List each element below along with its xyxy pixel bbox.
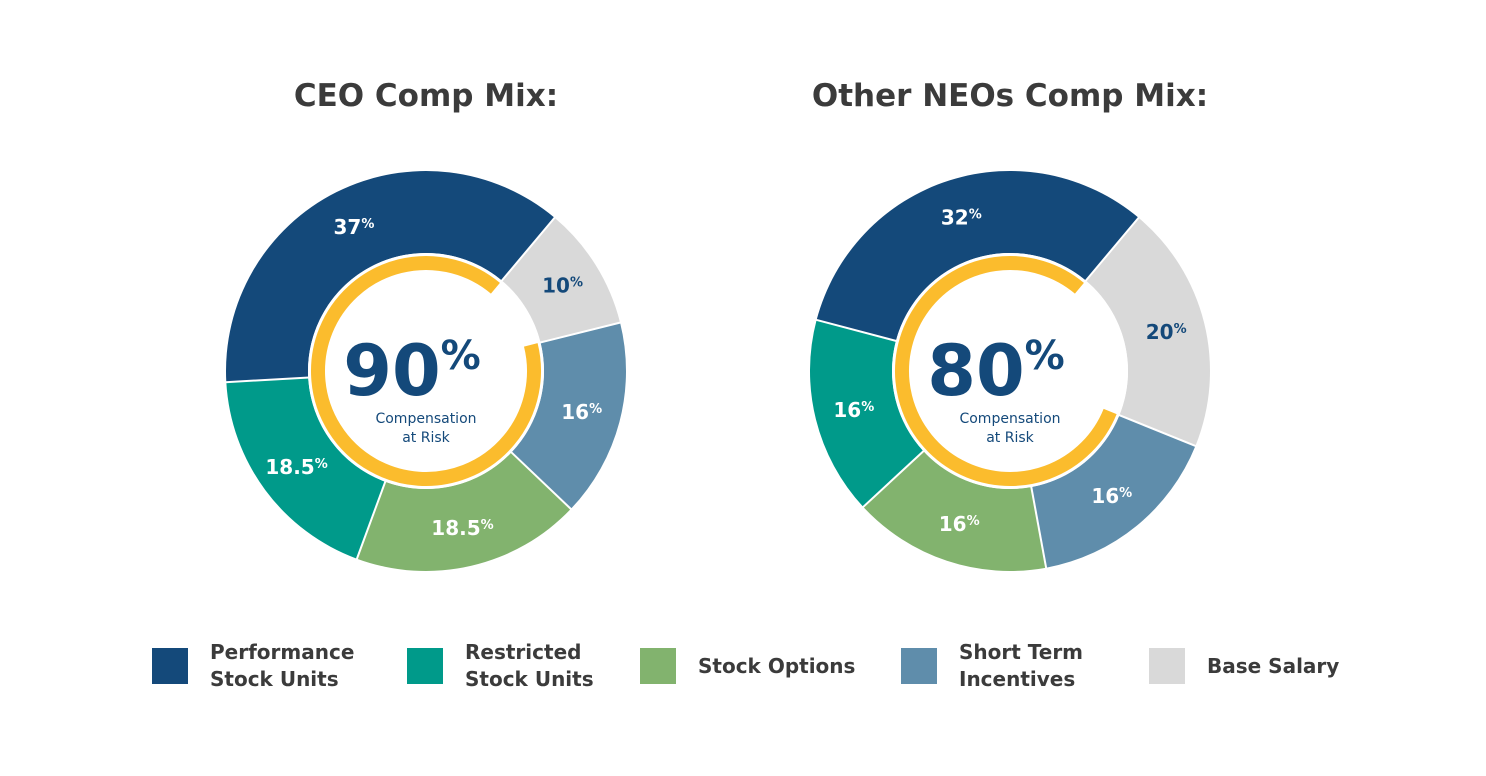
at-risk-label-line2: at Risk	[986, 430, 1034, 446]
slice-label-stock-options: 16%	[939, 512, 980, 536]
slice-label-short-term-incentives: 16%	[561, 400, 602, 424]
slice-restricted-stock-units	[810, 319, 924, 507]
legend-item-performance-stock-units: Performance Stock Units	[152, 636, 354, 696]
at-risk-label-line1: Compensation	[375, 411, 476, 427]
slice-label-restricted-stock-units: 18.5%	[265, 455, 327, 479]
at-risk-value: 90%	[343, 330, 481, 412]
legend-label-base-salary: Base Salary	[1207, 653, 1340, 678]
legend-label-short-term-incentives: Short Term Incentives	[959, 640, 1084, 691]
slice-label-performance-stock-units: 37%	[333, 215, 374, 239]
slice-separator	[539, 321, 622, 344]
slice-separator	[500, 216, 556, 283]
slice-label-base-salary: 10%	[542, 274, 583, 298]
legend-item-short-term-incentives: Short Term Incentives	[901, 636, 1083, 696]
slice-base-salary	[1085, 217, 1210, 446]
legend-item-stock-options: Stock Options	[640, 636, 855, 696]
slice-label-restricted-stock-units: 16%	[833, 398, 874, 422]
slice-label-base-salary: 20%	[1146, 320, 1187, 344]
center-disc	[308, 253, 544, 489]
legend-swatch-short-term-incentives	[901, 648, 937, 684]
legend-swatch-stock-options	[640, 648, 676, 684]
legend-swatch-performance-stock-units	[152, 648, 188, 684]
chart-legend: Performance Stock Units Restricted Stock…	[152, 636, 1372, 696]
legend-swatch-restricted-stock-units	[407, 648, 443, 684]
at-risk-ring	[895, 256, 1117, 486]
slice-separator	[510, 450, 573, 511]
slice-short-term-incentives	[1031, 415, 1196, 568]
ceo-comp-mix-donut: 10% 16% 18.5% 18.5% 37% 90%Compensation at Ris…	[225, 171, 626, 571]
legend-item-restricted-stock-units: Restricted Stock Units	[407, 636, 594, 696]
neo-chart-title: Other NEOs Comp Mix:	[811, 78, 1209, 114]
slice-stock-options	[863, 451, 1047, 571]
slice-short-term-incentives	[511, 322, 626, 509]
legend-item-base-salary: Base Salary	[1149, 636, 1339, 696]
slice-separator	[355, 480, 387, 560]
legend-swatch-base-salary	[1149, 648, 1185, 684]
neo-comp-mix-donut: 20% 16% 16% 16% 32% 80%Compensation at Risk	[810, 171, 1210, 571]
at-risk-ring	[311, 256, 541, 486]
slice-label-short-term-incentives: 16%	[1091, 484, 1132, 508]
legend-label-performance-stock-units: Performance Stock Units	[210, 640, 355, 691]
ceo-chart-title: CEO Comp Mix:	[293, 78, 559, 114]
center-disc	[892, 253, 1128, 489]
slice-base-salary	[501, 217, 621, 343]
legend-label-restricted-stock-units: Restricted Stock Units	[465, 640, 594, 691]
legend-label-stock-options: Stock Options	[698, 653, 856, 678]
slice-separator	[815, 318, 898, 343]
at-risk-label-line2: at Risk	[402, 430, 450, 446]
slice-performance-stock-units	[816, 171, 1139, 341]
slice-label-stock-options: 18.5%	[431, 516, 493, 540]
slice-restricted-stock-units	[226, 377, 386, 559]
slice-label-performance-stock-units: 32%	[941, 206, 982, 230]
slice-separator	[861, 449, 925, 509]
slice-separator	[225, 376, 310, 384]
slice-separator	[1030, 485, 1048, 569]
slice-stock-options	[356, 452, 571, 571]
slice-separator	[1118, 413, 1197, 448]
slice-separator	[1084, 216, 1140, 283]
at-risk-label-line1: Compensation	[959, 411, 1060, 427]
slice-performance-stock-units	[226, 171, 555, 383]
at-risk-value: 80%	[927, 330, 1065, 412]
